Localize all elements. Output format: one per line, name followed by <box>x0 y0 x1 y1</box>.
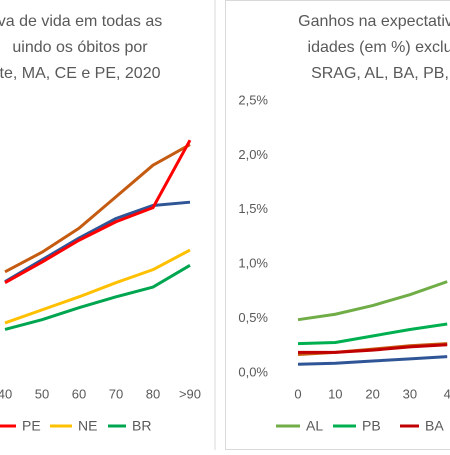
y-tick-label: 0,0% <box>238 364 268 379</box>
legend-label: PB <box>362 418 381 434</box>
legend-label: PE <box>22 418 41 434</box>
x-tick-label: 30 <box>403 386 417 401</box>
x-tick-label: 4 <box>444 386 450 401</box>
y-tick-label: 1,5% <box>238 201 268 216</box>
legend-label: BR <box>132 418 151 434</box>
x-tick-label: 0 <box>294 386 301 401</box>
chart-title: te, MA, CE e PE, 2020 <box>0 65 161 82</box>
x-tick-label: 70 <box>109 386 123 401</box>
right-panel: Ganhos na expectativa idades (em %) exclu… <box>238 13 450 433</box>
y-tick-label: 0,5% <box>238 310 268 325</box>
chart-title: SRAG, AL, BA, PB, <box>311 65 449 82</box>
x-tick-label: 20 <box>365 386 379 401</box>
x-tick-label: 80 <box>146 386 160 401</box>
left-panel: va de vida em todas as uindo os óbitos po… <box>0 13 201 433</box>
y-tick-label: 2,5% <box>238 92 268 107</box>
legend-label: BA <box>425 418 444 434</box>
x-tick-label: 10 <box>328 386 342 401</box>
x-tick-label: >90 <box>179 386 201 401</box>
series-line <box>5 145 190 272</box>
x-tick-label: 50 <box>35 386 49 401</box>
chart-title: va de vida em todas as <box>0 13 162 30</box>
legend-label: NE <box>78 418 97 434</box>
x-tick-label: 60 <box>72 386 86 401</box>
series-line <box>298 282 447 320</box>
series-line <box>298 324 447 344</box>
series-line <box>5 265 190 329</box>
chart-title: Ganhos na expectativa <box>298 13 450 30</box>
y-tick-label: 1,0% <box>238 256 268 271</box>
legend-label: AL <box>306 418 323 434</box>
series-line <box>5 250 190 323</box>
chart-title: idades (em %) exclu <box>308 39 450 56</box>
x-tick-label: 40 <box>0 386 12 401</box>
chart-title: uindo os óbitos por <box>12 39 148 56</box>
y-tick-label: 2,0% <box>238 147 268 162</box>
series-line <box>298 357 447 365</box>
